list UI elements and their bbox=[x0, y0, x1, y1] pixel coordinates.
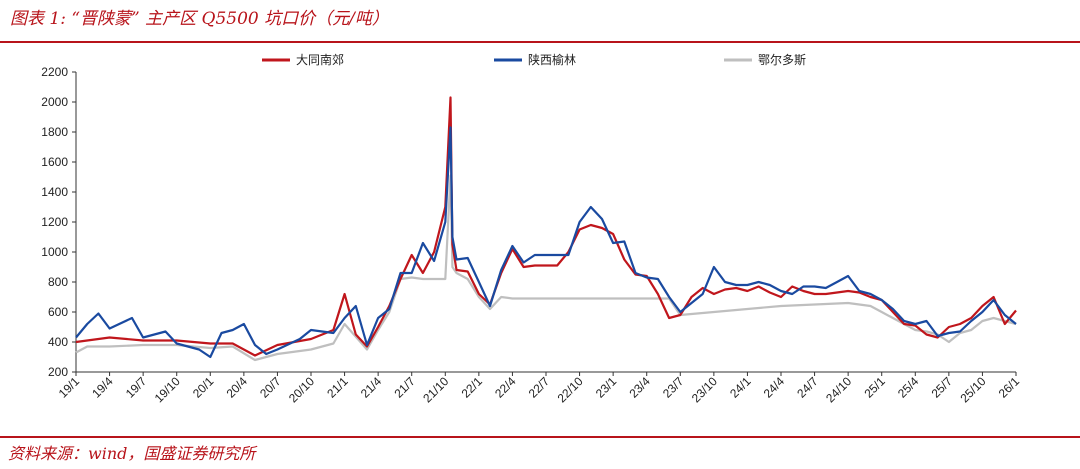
x-tick-label: 19/7 bbox=[123, 374, 150, 401]
series-layer bbox=[75, 96, 1017, 362]
title-rule bbox=[0, 41, 1080, 43]
x-tick-label: 20/4 bbox=[224, 374, 251, 401]
x-tick-label: 22/4 bbox=[492, 374, 519, 401]
x-tick-label: 21/7 bbox=[391, 374, 418, 401]
x-tick-label: 22/10 bbox=[555, 374, 586, 405]
y-tick-label: 200 bbox=[48, 365, 68, 379]
x-tick-label: 20/10 bbox=[286, 374, 317, 405]
y-tick-label: 2000 bbox=[41, 95, 68, 109]
x-tick-label: 22/7 bbox=[526, 374, 553, 401]
x-tick-label: 23/10 bbox=[689, 374, 720, 405]
x-tick-label: 19/10 bbox=[152, 374, 183, 405]
y-tick-label: 600 bbox=[48, 305, 68, 319]
y-tick-label: 400 bbox=[48, 335, 68, 349]
x-tick-label: 19/4 bbox=[89, 374, 116, 401]
legend: 大同南郊 陕西榆林 鄂尔多斯 bbox=[262, 52, 806, 67]
axes: 200 400 600 800 1000 1200 1400 1600 1800 2000 2200… bbox=[41, 65, 1022, 405]
x-tick-label: 20/7 bbox=[257, 374, 284, 401]
legend-label-1: 大同南郊 bbox=[296, 52, 344, 67]
x-tick-label: 24/4 bbox=[761, 374, 788, 401]
legend-label-3: 鄂尔多斯 bbox=[758, 52, 806, 67]
x-tick-label: 24/10 bbox=[823, 374, 854, 405]
x-tick-label: 25/7 bbox=[929, 374, 956, 401]
y-tick-label: 1600 bbox=[41, 155, 68, 169]
y-tick-label: 1000 bbox=[41, 245, 68, 259]
figure-title: 图表 1: “晋陕蒙” 主产区 Q5500 坑口价（元/吨） bbox=[10, 9, 389, 29]
source-note: 资料来源：wind，国盛证券研究所 bbox=[8, 444, 256, 463]
series-line-1 bbox=[75, 96, 1017, 357]
x-tick-label: 25/10 bbox=[957, 374, 988, 405]
x-tick-label: 25/4 bbox=[895, 374, 922, 401]
x-tick-label: 26/1 bbox=[996, 374, 1023, 401]
x-tick-label: 23/4 bbox=[626, 374, 653, 401]
x-tick-label: 25/1 bbox=[861, 374, 888, 401]
legend-label-2: 陕西榆林 bbox=[528, 52, 576, 67]
y-tick-label: 1400 bbox=[41, 185, 68, 199]
y-tick-label: 1200 bbox=[41, 215, 68, 229]
source-rule bbox=[0, 436, 1080, 438]
y-tick-label: 1800 bbox=[41, 125, 68, 139]
x-tick-label: 20/1 bbox=[190, 374, 217, 401]
series-line-3 bbox=[75, 174, 1017, 362]
x-tick-label: 24/1 bbox=[727, 374, 754, 401]
x-tick-label: 21/10 bbox=[420, 374, 451, 405]
x-tick-label: 21/1 bbox=[324, 374, 351, 401]
x-tick-label: 23/1 bbox=[593, 374, 620, 401]
x-tick-label: 21/4 bbox=[358, 374, 385, 401]
y-tick-label: 2200 bbox=[41, 65, 68, 79]
series-line-2 bbox=[75, 126, 1017, 359]
y-tick-label: 800 bbox=[48, 275, 68, 289]
x-tick-label: 24/7 bbox=[794, 374, 821, 401]
x-tick-label: 23/7 bbox=[660, 374, 687, 401]
x-tick-label: 22/1 bbox=[459, 374, 486, 401]
